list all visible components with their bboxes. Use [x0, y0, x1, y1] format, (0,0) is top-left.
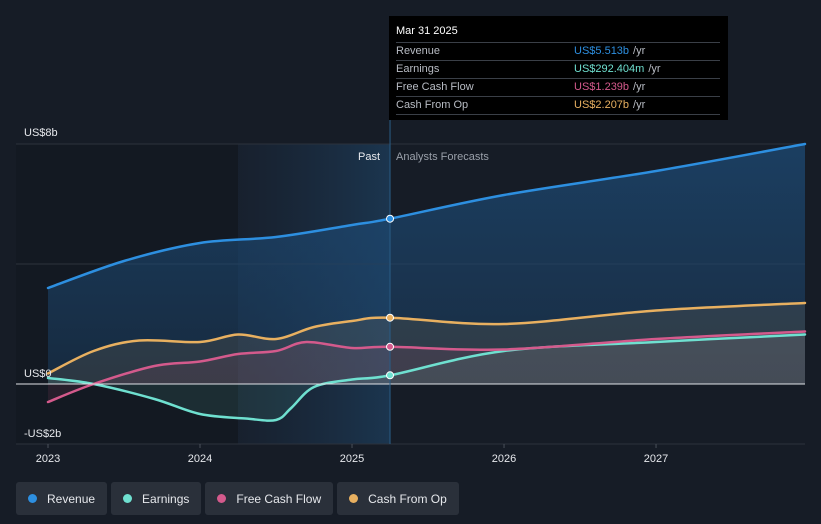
revenue-marker	[386, 214, 395, 223]
cash-from-op-line	[46, 301, 807, 375]
x-tick-label: 2024	[188, 453, 212, 465]
legend-label: Earnings	[142, 491, 190, 506]
tooltip-row-free-cash-flow: Free Cash Flow US$1.239b /yr	[396, 78, 720, 96]
tooltip-value: US$292.404m	[574, 63, 645, 75]
free-cash-flow-dot-icon	[217, 494, 227, 503]
x-tick-label: 2027	[644, 453, 668, 465]
legend-item-revenue[interactable]: Revenue	[16, 482, 108, 515]
forecast-label: Analysts Forecasts	[396, 151, 489, 163]
revenue-line	[46, 142, 807, 290]
y-tick-label: -US$2b	[24, 428, 61, 440]
tooltip-value: US$5.513b	[574, 45, 630, 57]
tooltip-unit: /yr	[633, 99, 646, 111]
tooltip-row-revenue: Revenue US$5.513b /yr	[396, 42, 720, 60]
x-tick-label: 2026	[492, 453, 516, 465]
earnings-dot-icon	[123, 494, 133, 503]
legend-label: Cash From Op	[368, 491, 447, 506]
y-axis-labels: US$8b US$0 -US$2b	[24, 127, 61, 440]
tooltip-unit: /yr	[648, 63, 661, 75]
revenue-dot-icon	[28, 494, 37, 503]
revenue-area	[48, 144, 805, 384]
cash-from-op-dot-icon	[349, 494, 359, 503]
tooltip-unit: /yr	[633, 45, 646, 57]
legend-item-free-cash-flow[interactable]: Free Cash Flow	[205, 482, 334, 515]
free-cash-flow-line	[46, 330, 807, 404]
x-axis-labels: 2023 2024 2025 2026 2027	[36, 444, 668, 465]
legend-label: Free Cash Flow	[236, 491, 322, 506]
legend-label: Revenue	[47, 491, 96, 506]
tooltip-row-earnings: Earnings US$292.404m /yr	[396, 60, 720, 78]
free-cash-flow-marker	[386, 342, 395, 351]
series-areas	[48, 144, 805, 421]
legend-item-earnings[interactable]: Earnings	[111, 482, 202, 515]
tooltip-label: Free Cash Flow	[396, 81, 474, 93]
tooltip-unit: /yr	[633, 81, 646, 93]
tooltip: Mar 31 2025 Revenue US$5.513b /yr Earnin…	[389, 16, 728, 120]
legend: Revenue Earnings Free Cash Flow Cash Fro…	[16, 482, 459, 515]
cash-from-op-area	[48, 303, 805, 384]
hover-markers	[386, 214, 395, 380]
tooltip-row-cash-from-op: Cash From Op US$2.207b /yr	[396, 96, 720, 115]
tooltip-label: Cash From Op	[396, 99, 469, 111]
series-lines	[46, 142, 807, 422]
legend-item-cash-from-op[interactable]: Cash From Op	[337, 482, 459, 515]
y-tick-label: US$8b	[24, 127, 58, 139]
tooltip-label: Earnings	[396, 63, 440, 75]
tooltip-date: Mar 31 2025	[396, 25, 458, 37]
past-label: Past	[358, 151, 380, 163]
x-tick-label: 2023	[36, 453, 60, 465]
y-tick-label: US$0	[24, 368, 52, 380]
earnings-area	[48, 334, 805, 421]
earnings-marker	[386, 371, 395, 380]
tooltip-label: Revenue	[396, 45, 441, 57]
tooltip-value: US$2.207b	[574, 99, 630, 111]
cash-from-op-marker	[386, 313, 395, 322]
tooltip-value: US$1.239b	[574, 81, 630, 93]
x-tick-label: 2025	[340, 453, 364, 465]
